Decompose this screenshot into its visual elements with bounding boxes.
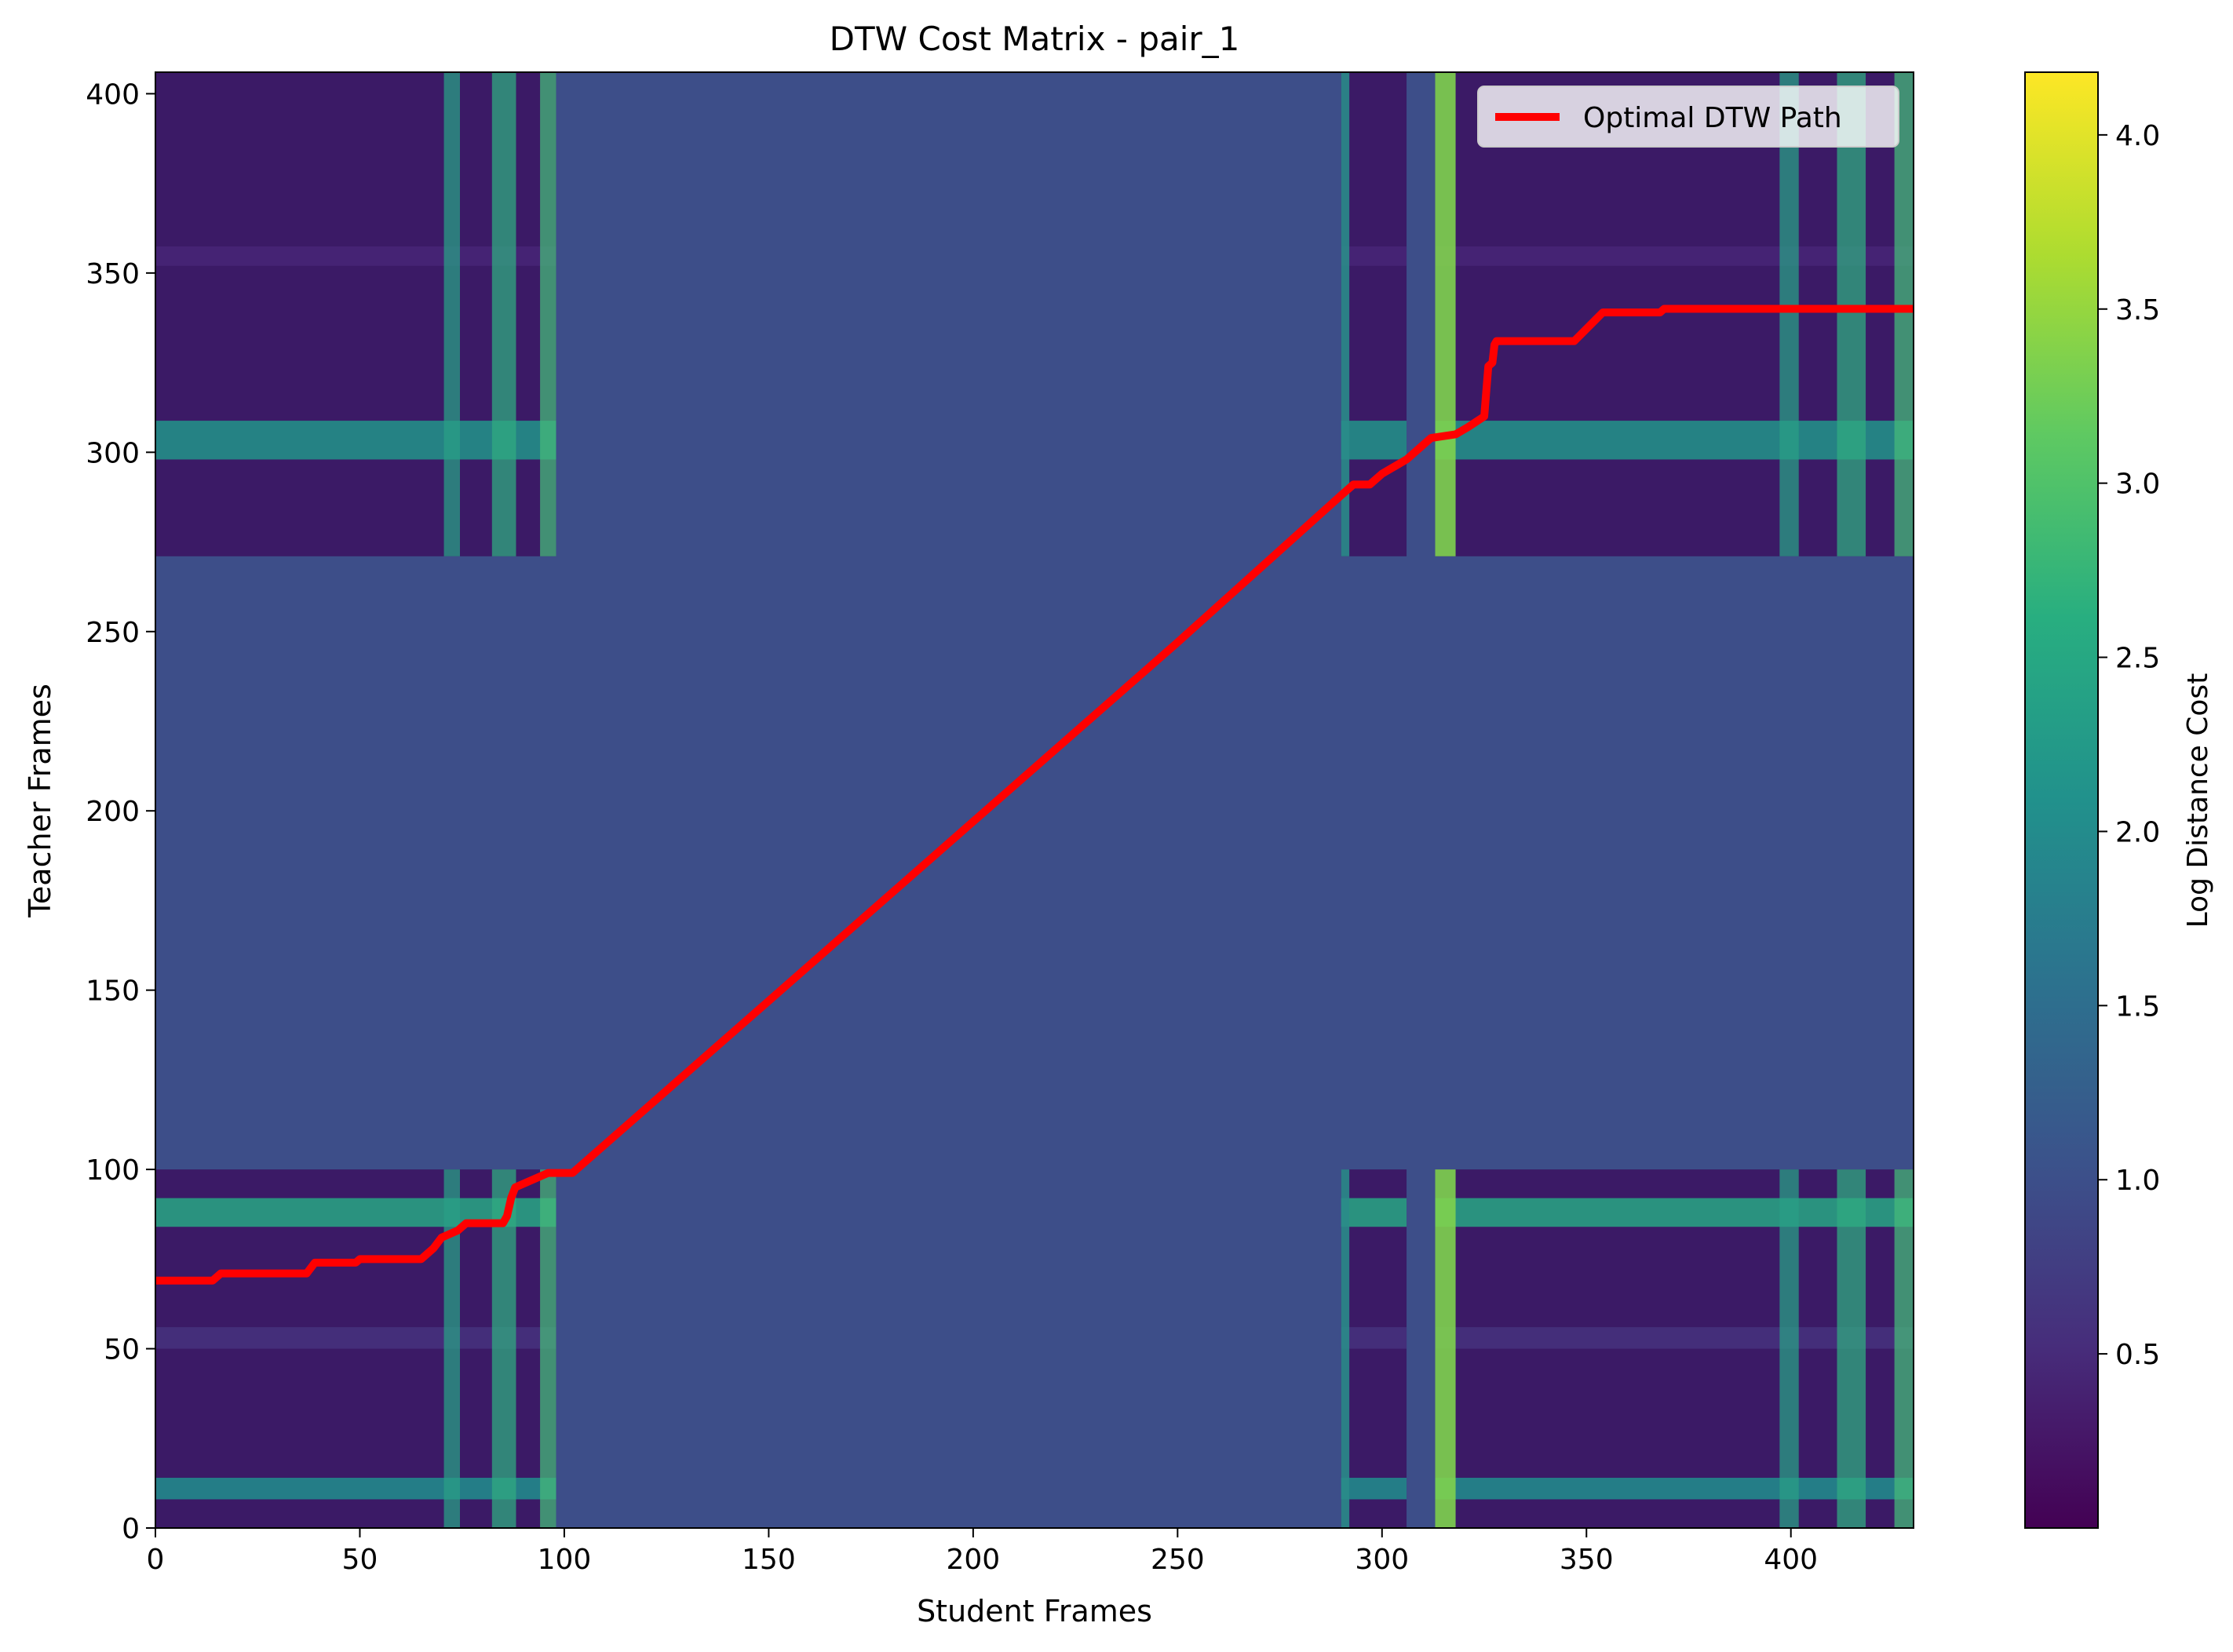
x-tick-label-350: 350: [1560, 1544, 1614, 1576]
cost-band-3-1: [1435, 1198, 1914, 1227]
colorbar-tick-label-1: 1.0: [2115, 1165, 2160, 1197]
y-axis-ticks: 0 50 100 150 200 250 300 350 400: [86, 78, 155, 1545]
y-tick-label-300: 300: [86, 437, 140, 469]
cost-band-3-0: [1435, 1478, 1914, 1500]
cost-streak-1-2: [540, 72, 556, 556]
y-tick-label-200: 200: [86, 796, 140, 828]
cost-streak-1-1: [491, 72, 516, 556]
cost-regions: [155, 72, 1914, 1528]
cost-band-4-0: [1341, 421, 1407, 460]
colorbar-tick-label-2.5: 2.5: [2115, 643, 2160, 675]
cost-streak-5-1: [1837, 72, 1866, 556]
cost-streak-0-0: [443, 1169, 460, 1528]
colorbar: 0.5 1.0 1.5 2.0 2.5 3.0 3.5 4.0 Log Distance Co…: [2024, 71, 2214, 1529]
cost-region-5: [1435, 72, 1914, 556]
cost-streak-5-2: [1894, 72, 1914, 556]
cost-column-0-0: [1435, 1169, 1456, 1528]
y-axis-label: Teacher Frames: [23, 684, 57, 918]
cost-band-1-0: [155, 421, 556, 460]
y-tick-label-350: 350: [86, 258, 140, 290]
cost-band-4-1: [1341, 246, 1407, 266]
x-axis-ticks: 0 50 100 150 200 250 300 350 400: [147, 1528, 1818, 1576]
cost-band-2-0: [1341, 1478, 1407, 1500]
cost-region-4: [1341, 72, 1407, 556]
optimal-dtw-path-line: [155, 305, 1914, 1285]
cost-streak-0-1: [491, 1169, 516, 1528]
legend-label-dtw-path: Optimal DTW Path: [1583, 102, 1842, 134]
cost-streak-3-0: [1779, 1169, 1799, 1528]
cost-streak-3-1: [1837, 1169, 1866, 1528]
y-tick-label-100: 100: [86, 1154, 140, 1187]
colorbar-tick-label-1.5: 1.5: [2115, 990, 2160, 1023]
cost-band-5-1: [1435, 246, 1914, 266]
x-tick-label-150: 150: [742, 1544, 796, 1576]
plot-frame: [155, 71, 1914, 1529]
x-tick-label-0: 0: [147, 1544, 165, 1576]
cost-band-5-0: [1435, 421, 1914, 460]
y-tick-label-150: 150: [86, 976, 140, 1008]
y-tick-label-50: 50: [104, 1334, 140, 1366]
colorbar-tick-label-2: 2.0: [2115, 816, 2160, 848]
cost-streak-0-2: [540, 1169, 556, 1528]
y-tick-label-250: 250: [86, 617, 140, 649]
cost-column-1-0: [1341, 1169, 1350, 1528]
cost-band-1-1: [155, 246, 556, 266]
plot-area: [155, 72, 1914, 1528]
cost-streak-3-2: [1894, 1169, 1914, 1528]
legend: Optimal DTW Path: [1477, 86, 1899, 148]
colorbar-label: Log Distance Cost: [2182, 673, 2214, 928]
cost-column-0-1: [1435, 72, 1456, 556]
cost-band-2-2: [1341, 1327, 1407, 1349]
x-tick-label-100: 100: [538, 1544, 592, 1576]
x-tick-label-200: 200: [947, 1544, 1001, 1576]
x-tick-label-250: 250: [1151, 1544, 1205, 1576]
y-tick-label-400: 400: [86, 78, 140, 111]
cost-band-0-2: [155, 1327, 556, 1349]
x-axis-label: Student Frames: [917, 1594, 1152, 1628]
cost-column-1-1: [1341, 72, 1350, 556]
colorbar-tick-label-3.5: 3.5: [2115, 294, 2160, 326]
x-tick-label-300: 300: [1355, 1544, 1409, 1576]
cost-band-2-1: [1341, 1198, 1407, 1227]
colorbar-tick-label-4: 4.0: [2115, 120, 2160, 152]
colorbar-gradient: [2024, 71, 2099, 1529]
cost-band-3-2: [1435, 1327, 1914, 1349]
legend-box: [1477, 86, 1899, 148]
cost-streak-1-0: [443, 72, 460, 556]
cost-region-1: [155, 72, 556, 556]
cost-streak-5-0: [1779, 72, 1799, 556]
colorbar-ticks: 0.5 1.0 1.5 2.0 2.5 3.0 3.5 4.0: [2098, 120, 2160, 1371]
x-tick-label-50: 50: [342, 1544, 378, 1576]
y-tick-label-0: 0: [122, 1513, 140, 1545]
chart-title: DTW Cost Matrix - pair_1: [830, 20, 1240, 58]
x-tick-label-400: 400: [1764, 1544, 1818, 1576]
cost-band-0-0: [155, 1478, 556, 1500]
colorbar-tick-label-3: 3.0: [2115, 469, 2160, 501]
colorbar-tick-label-0.5: 0.5: [2115, 1339, 2160, 1371]
